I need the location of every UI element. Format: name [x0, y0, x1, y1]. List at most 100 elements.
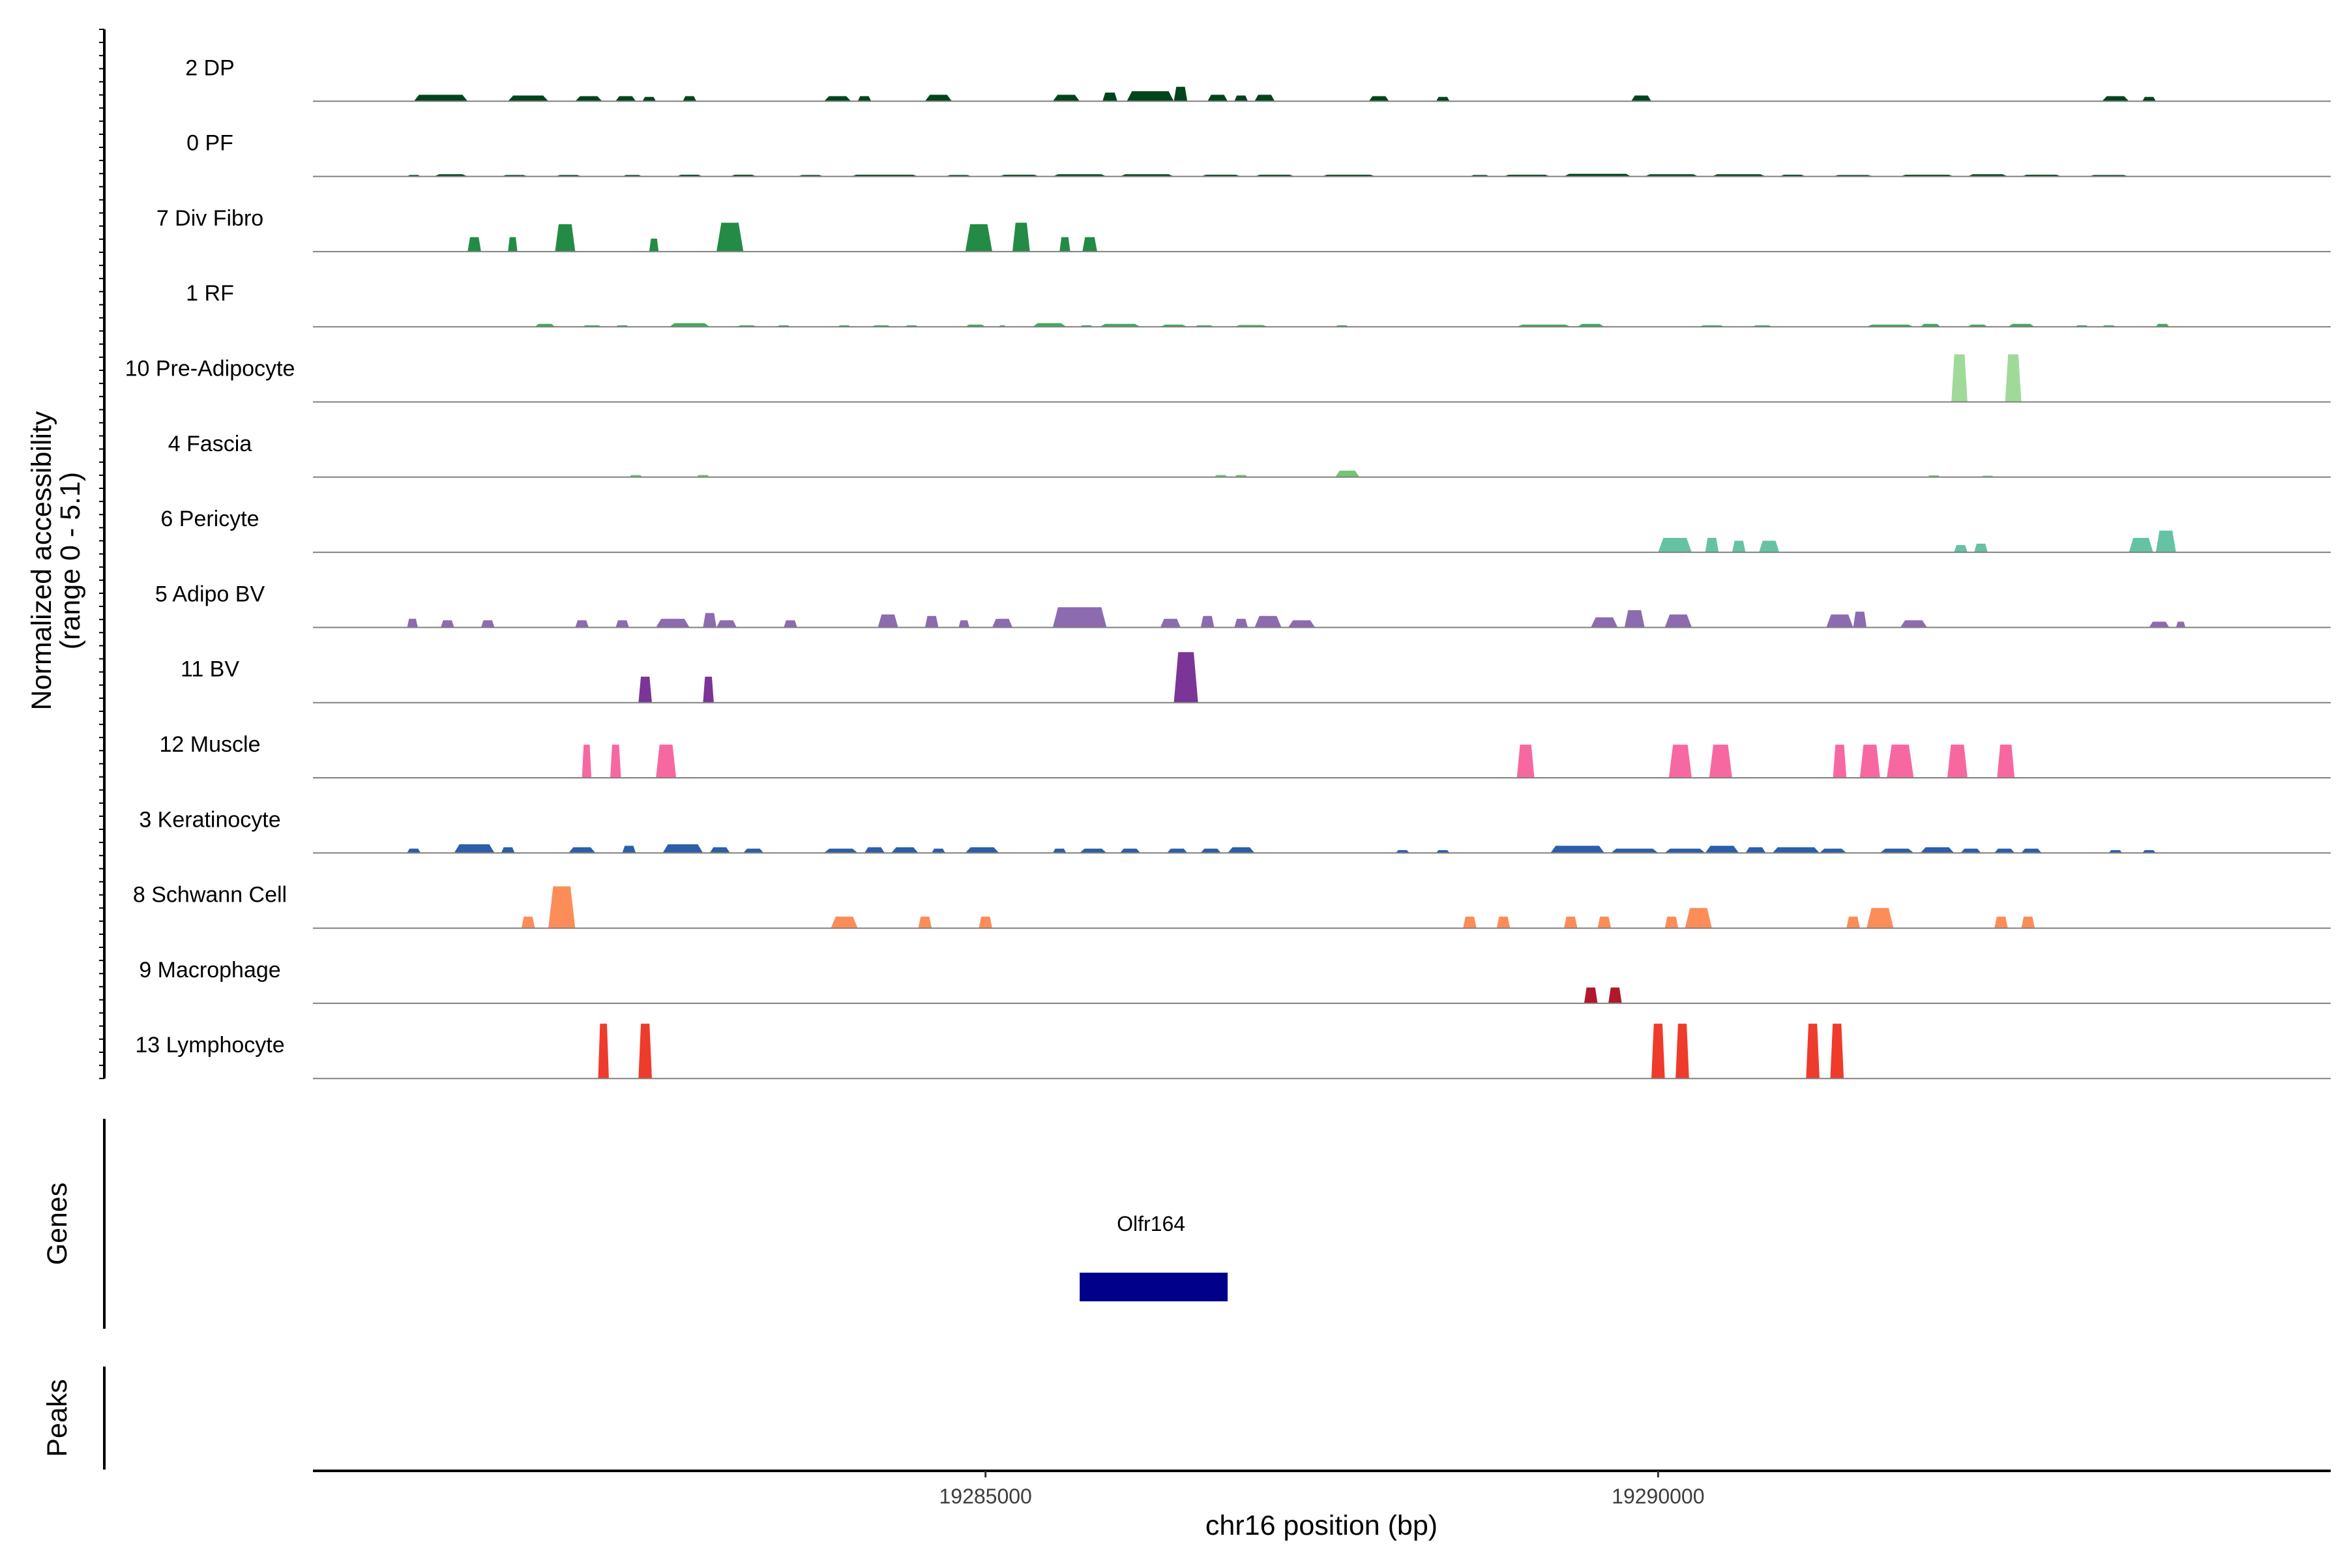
peak-8-schwann-cell-1 [521, 916, 535, 928]
peak-8-schwann-cell-12 [1846, 916, 1860, 928]
peak-3-keratinocyte-1 [407, 848, 421, 853]
peak-7-div-fibro-4 [649, 238, 659, 252]
peak-7-div-fibro-7 [1012, 222, 1030, 252]
peak-1-rf-4 [669, 323, 710, 327]
peak-8-schwann-cell-11 [1685, 908, 1712, 928]
track-2-dp: 2 DP [185, 55, 2331, 102]
peak-3-keratinocyte-26 [1745, 847, 1766, 853]
peak-3-keratinocyte-16 [1120, 848, 1140, 853]
peak-7-div-fibro-8 [1059, 237, 1070, 252]
peak-11-bv-2 [703, 676, 714, 703]
peak-3-keratinocyte-12 [932, 848, 945, 853]
peak-2-dp-9 [924, 95, 952, 102]
peak-8-schwann-cell-6 [1463, 916, 1477, 928]
peak-2-dp-10 [1052, 95, 1080, 102]
peak-5-adipo-bv-26 [2149, 621, 2170, 628]
peaks-panel-label: Peaks [42, 1379, 73, 1457]
peak-2-dp-19 [1631, 95, 1652, 102]
track-label-9-macrophage: 9 Macrophage [139, 958, 280, 983]
peak-5-adipo-bv-17 [1234, 619, 1248, 628]
track-11-bv: 11 BV [181, 652, 2331, 703]
peak-3-keratinocyte-32 [1994, 848, 2015, 853]
peak-8-schwann-cell-14 [1994, 916, 2008, 928]
y-axis-title-line2: (range 0 - 5.1) [55, 472, 86, 649]
peak-2-dp-7 [824, 96, 851, 102]
peak-8-schwann-cell-5 [979, 916, 992, 928]
peak-7-div-fibro-5 [716, 222, 744, 252]
peak-3-keratinocyte-2 [454, 844, 495, 853]
peak-8-schwann-cell-9 [1597, 916, 1612, 928]
peak-3-keratinocyte-11 [891, 847, 919, 853]
peak-5-adipo-bv-3 [480, 620, 495, 628]
gene-label-olfr164: Olfr164 [1117, 1212, 1185, 1235]
peak-7-div-fibro-2 [508, 237, 518, 252]
peaks-panel: Peaks [42, 1367, 106, 1470]
coverage-tracks: 2 DP 0 PF 7 Div Fibro 1 RF 10 Pre-Adipocyte 4… [125, 55, 2331, 1080]
peak-9-macrophage-2 [1608, 987, 1622, 1003]
peak-3-keratinocyte-8 [743, 848, 764, 853]
track-4-fascia: 4 Fascia [168, 432, 2331, 478]
peak-5-adipo-bv-21 [1624, 610, 1645, 628]
peak-2-dp-12 [1127, 91, 1174, 102]
peak-1-rf-24 [1920, 323, 1941, 327]
peak-3-keratinocyte-35 [2142, 850, 2156, 853]
peak-5-adipo-bv-1 [407, 619, 418, 628]
peak-3-keratinocyte-9 [824, 848, 858, 853]
peak-13-lymphocyte-2 [638, 1024, 652, 1079]
peak-13-lymphocyte-5 [1806, 1024, 1820, 1079]
peak-1-rf-12 [1032, 323, 1067, 327]
peak-5-adipo-bv-7 [703, 613, 716, 628]
gene-marks: Olfr164 [1080, 1212, 1228, 1301]
track-10-pre-adipocyte: 10 Pre-Adipocyte [125, 354, 2331, 403]
peak-12-muscle-8 [1859, 745, 1880, 778]
peak-2-dp-20 [2102, 96, 2129, 102]
peak-2-dp-2 [508, 95, 549, 102]
peak-5-adipo-bv-22 [1664, 614, 1692, 628]
track-label-8-schwann-cell: 8 Schwann Cell [133, 883, 287, 908]
genes-panel-label: Genes [42, 1183, 73, 1265]
peak-8-schwann-cell-13 [1867, 908, 1894, 928]
track-8-schwann-cell: 8 Schwann Cell [133, 883, 2331, 929]
peak-2-dp-5 [642, 96, 657, 102]
peak-5-adipo-bv-13 [992, 619, 1012, 628]
peak-2-dp-17 [1368, 96, 1389, 102]
track-label-13-lymphocyte: 13 Lymphocyte [135, 1033, 284, 1058]
peak-2-dp-14 [1207, 95, 1228, 102]
peak-5-adipo-bv-2 [441, 620, 454, 628]
peak-5-adipo-bv-11 [924, 615, 939, 628]
peak-8-schwann-cell-7 [1496, 916, 1511, 928]
peak-3-keratinocyte-24 [1664, 848, 1705, 853]
peak-3-keratinocyte-14 [1052, 848, 1067, 853]
peak-3-keratinocyte-4 [568, 847, 596, 853]
track-label-12-muscle: 12 Muscle [160, 732, 261, 757]
peak-6-pericyte-6 [1974, 543, 1988, 553]
peak-3-keratinocyte-28 [1819, 848, 1847, 853]
y-axis-title-line1: Normalized accessibility [26, 411, 57, 710]
track-3-keratinocyte: 3 Keratinocyte [139, 807, 2331, 854]
peak-3-keratinocyte-20 [1395, 850, 1410, 853]
peak-9-macrophage-1 [1584, 987, 1598, 1003]
peak-2-dp-11 [1102, 93, 1117, 102]
peak-2-dp-8 [857, 96, 872, 102]
accessibility-axis [99, 29, 106, 1080]
peak-12-muscle-11 [1997, 745, 2015, 778]
peak-2-dp-15 [1234, 95, 1248, 102]
peak-13-lymphocyte-6 [1830, 1024, 1844, 1079]
peak-3-keratinocyte-30 [1920, 847, 1955, 853]
x-axis-ticks: 19285000 19290000 [939, 1471, 1705, 1508]
peak-6-pericyte-1 [1658, 537, 1692, 553]
peak-5-adipo-bv-14 [1052, 607, 1107, 628]
peak-11-bv-1 [638, 676, 652, 703]
peak-3-keratinocyte-23 [1611, 848, 1659, 853]
peak-2-dp-1 [413, 95, 468, 102]
peak-6-pericyte-4 [1759, 540, 1780, 553]
peak-5-adipo-bv-5 [615, 620, 629, 628]
peak-12-muscle-9 [1887, 745, 1914, 778]
x-tick-label-19285000: 19285000 [939, 1485, 1031, 1508]
peak-8-schwann-cell-8 [1563, 916, 1578, 928]
peak-3-keratinocyte-25 [1705, 846, 1739, 853]
peak-7-div-fibro-6 [965, 224, 992, 252]
peak-5-adipo-bv-10 [878, 614, 898, 628]
peak-13-lymphocyte-3 [1651, 1024, 1665, 1079]
